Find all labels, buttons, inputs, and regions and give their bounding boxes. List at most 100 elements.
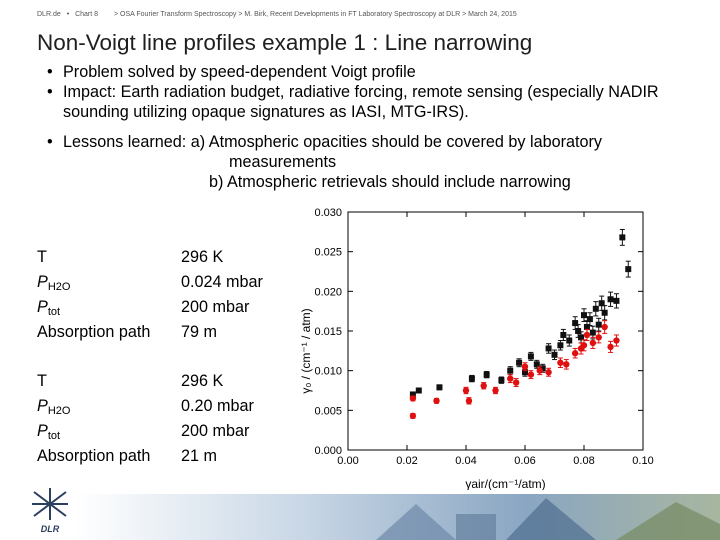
x-tick-label: 0.02	[396, 455, 417, 467]
x-tick-label: 0.10	[632, 455, 653, 467]
data-point-circle	[563, 361, 570, 368]
data-point-circle	[595, 334, 602, 341]
data-point-circle	[557, 359, 564, 366]
param-label: T	[37, 372, 47, 390]
bullet-item: Problem solved by speed-dependent Voigt …	[45, 62, 685, 82]
param-row: Absorption path 79 m	[37, 320, 263, 345]
param-label: Absorption path	[37, 323, 151, 341]
x-tick-label: 0.00	[337, 455, 358, 467]
y-tick-label: 0.020	[314, 286, 342, 298]
data-point-square	[560, 331, 567, 338]
data-point-circle	[512, 379, 520, 386]
data-point-square	[468, 375, 475, 382]
data-point-square	[581, 312, 587, 319]
data-point-square	[583, 324, 590, 331]
bullet-item: Lessons learned: a) Atmospheric opacitie…	[45, 132, 685, 192]
data-point-circle	[507, 375, 514, 382]
data-point-square	[533, 361, 540, 368]
data-point-square	[516, 359, 523, 366]
data-point-square	[601, 309, 608, 316]
param-value: 296 K	[181, 372, 224, 390]
bullet-text-line2: measurements	[229, 153, 337, 171]
x-tick-label: 0.04	[455, 455, 476, 467]
data-point-square	[483, 371, 490, 378]
data-point-square	[572, 320, 579, 327]
param-value: 21 m	[181, 447, 217, 465]
header-breadcrumb: > OSA Fourier Transform Spectroscopy > M…	[114, 11, 517, 18]
data-point-square	[415, 387, 422, 394]
param-value: 200 mbar	[181, 422, 250, 440]
data-point-square	[527, 353, 534, 360]
data-point-square	[539, 365, 546, 372]
param-value: 200 mbar	[181, 298, 250, 316]
param-value: 0.024 mbar	[181, 273, 263, 291]
data-point-circle	[462, 387, 470, 394]
param-label: PH2O	[37, 397, 71, 417]
x-tick-label: 0.06	[514, 455, 535, 467]
y-tick-label: 0.010	[314, 366, 342, 378]
data-point-circle	[480, 382, 487, 389]
data-point-circle	[571, 350, 579, 357]
data-point-square	[598, 300, 605, 307]
data-point-circle	[492, 387, 499, 394]
bullet-text: Problem solved by speed-dependent Voigt …	[63, 63, 416, 81]
data-point-circle	[409, 395, 417, 402]
bullet-item: Impact: Earth radiation budget, radiativ…	[45, 82, 685, 122]
bullet-text-line3: b) Atmospheric retrievals should include…	[209, 173, 571, 191]
header-org: DLR.de	[37, 11, 61, 18]
bullet-text-line1: Lessons learned: a) Atmospheric opacitie…	[63, 133, 602, 151]
data-point-square	[589, 329, 596, 336]
data-point-square	[498, 377, 505, 384]
x-axis-label: γair/(cm⁻¹/atm)	[465, 477, 545, 490]
header-chart-label: Chart 8	[75, 11, 99, 18]
data-point-square	[409, 391, 416, 398]
data-point-square	[551, 351, 558, 358]
data-point-circle	[589, 339, 597, 347]
data-point-circle	[527, 371, 535, 378]
param-row: Absorption path 21 m	[37, 444, 254, 469]
y-tick-label: 0.025	[314, 247, 342, 259]
x-tick-label: 0.08	[573, 455, 594, 467]
param-row: PH2O 0.20 mbar	[37, 394, 254, 419]
data-point-square	[586, 316, 593, 323]
param-value: 79 m	[181, 323, 217, 341]
y-tick-label: 0.005	[314, 405, 342, 417]
param-row: PH2O 0.024 mbar	[37, 270, 263, 295]
page-title: Non-Voigt line profiles example 1 : Line…	[37, 30, 533, 55]
data-point-square	[575, 328, 582, 334]
footer-image-band	[76, 494, 720, 540]
data-point-circle	[433, 397, 440, 405]
data-point-circle	[465, 397, 473, 405]
param-value: 0.20 mbar	[181, 397, 254, 415]
parameter-table-2: T 296 K PH2O 0.20 mbar Ptot 200 mbar Abs…	[37, 369, 254, 469]
data-point-square	[607, 296, 614, 303]
y-tick-label: 0.000	[314, 445, 342, 457]
param-row: Ptot 200 mbar	[37, 295, 263, 320]
data-point-square	[595, 321, 602, 328]
data-point-circle	[536, 367, 543, 374]
data-point-circle	[409, 412, 417, 420]
dlr-logo: DLR	[32, 488, 68, 534]
data-point-circle	[545, 369, 552, 376]
param-row: Ptot 200 mbar	[37, 419, 254, 444]
data-point-circle	[521, 363, 529, 370]
data-point-circle	[580, 342, 588, 349]
data-point-square	[557, 342, 564, 349]
data-point-square	[507, 367, 514, 374]
y-tick-label: 0.015	[314, 326, 342, 338]
data-point-circle	[613, 337, 620, 344]
param-label: PH2O	[37, 273, 71, 293]
data-point-circle	[601, 323, 608, 331]
slide-header: DLR.de • Chart 8 > OSA Fourier Transform…	[37, 11, 521, 18]
data-point-square	[545, 345, 552, 352]
param-label: Absorption path	[37, 447, 151, 465]
parameter-table-1: T 296 K PH2O 0.024 mbar Ptot 200 mbar Ab…	[37, 245, 263, 345]
param-value: 296 K	[181, 248, 224, 266]
y-axis-label: γ₀ / (cm⁻¹ / atm)	[299, 308, 313, 393]
data-point-square	[625, 266, 632, 273]
param-row: T 296 K	[37, 245, 263, 270]
header-separator: •	[66, 11, 70, 18]
param-label: Ptot	[37, 422, 61, 442]
bullet-list: Problem solved by speed-dependent Voigt …	[45, 62, 685, 192]
data-point-square	[613, 297, 620, 304]
